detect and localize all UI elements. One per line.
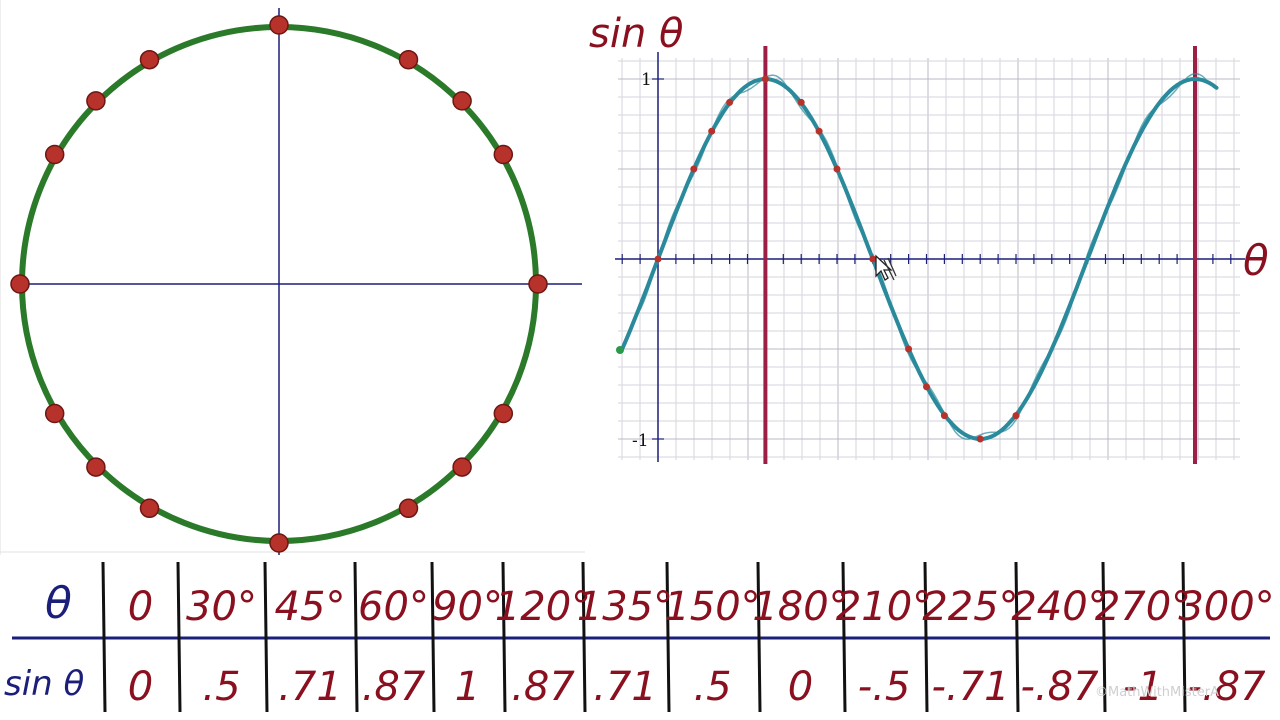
graph-point-0 xyxy=(654,255,662,263)
table-divider xyxy=(430,561,436,713)
table-row2-label: sin θ xyxy=(4,664,85,704)
graph-y-label: sin θ xyxy=(589,11,684,57)
table-header-cell: 120° xyxy=(495,584,591,630)
graph-point-30 xyxy=(690,165,698,173)
table-value-cell: 1 xyxy=(455,664,480,710)
table-header-cell: 180° xyxy=(752,584,848,630)
table-value-cell: 0 xyxy=(128,664,153,710)
unit-circle-diagram xyxy=(10,8,582,555)
table-divider xyxy=(353,561,359,713)
table-divider xyxy=(665,561,671,713)
graph-point-210 xyxy=(905,345,913,353)
table-header-cell: 240° xyxy=(1011,584,1107,630)
graph-point-270 xyxy=(976,435,984,443)
circle-point-60 xyxy=(398,49,419,70)
sine-graph: 1 -1 sin θ θ xyxy=(589,11,1269,464)
circle-point-90 xyxy=(269,15,289,35)
table-divider xyxy=(1014,561,1020,713)
table-header-cell: 60° xyxy=(358,584,429,630)
table-value-cell: -.5 xyxy=(858,664,911,710)
table-value-cell: .71 xyxy=(593,664,657,710)
table-header-cell: 270° xyxy=(1095,584,1191,630)
circle-point-150 xyxy=(44,144,65,165)
circle-point-330 xyxy=(493,403,514,424)
graph-point-225 xyxy=(923,383,930,391)
circle-points xyxy=(10,15,548,553)
table-value-cell: 0 xyxy=(788,664,813,710)
table-value-cell: .5 xyxy=(693,664,731,710)
circle-point-240 xyxy=(139,498,160,519)
table-header-cell: 150° xyxy=(664,584,760,630)
table-header-cell: 45° xyxy=(275,584,346,630)
graph-point-135 xyxy=(815,127,823,135)
graph-x-label: θ xyxy=(1243,236,1269,285)
circle-point-225 xyxy=(86,457,106,477)
table-header-cell: 30° xyxy=(186,584,257,630)
table-header-cells: 0 30° 45° 60° 90°120°135°150°180°210°225°240… xyxy=(128,584,1275,630)
circle-point-0 xyxy=(528,274,548,294)
table-header-cell: 300° xyxy=(1178,584,1274,630)
graph-point-300 xyxy=(1012,412,1020,420)
graph-point-60 xyxy=(726,98,734,106)
table-value-cell: -.87 xyxy=(1020,664,1099,710)
table-divider xyxy=(923,561,929,713)
circle-point-270 xyxy=(269,533,289,553)
table-value-cell: .87 xyxy=(511,664,575,710)
values-table: θ sin θ 0 30° 45° 60° 90°120°135°150°180°210… xyxy=(4,561,1275,713)
table-divider xyxy=(581,561,587,713)
table-header-cell: 135° xyxy=(577,584,673,630)
table-header-cell: 225° xyxy=(922,584,1018,630)
circle-point-45 xyxy=(452,91,472,111)
table-divider xyxy=(101,561,107,713)
table-column-dividers xyxy=(101,561,1187,713)
table-value-cell: .71 xyxy=(278,664,342,710)
table-divider xyxy=(756,561,762,713)
table-value-cell: -1 xyxy=(1123,664,1163,710)
graph-point-45 xyxy=(708,127,716,135)
circle-point-135 xyxy=(86,91,106,111)
table-header-cell: 90° xyxy=(432,584,503,630)
table-divider xyxy=(841,561,847,713)
graph-point-90 xyxy=(761,75,769,83)
circle-point-315 xyxy=(452,457,472,477)
table-value-cell: -.87 xyxy=(1187,664,1266,710)
circle-point-180 xyxy=(10,274,30,294)
graph-points xyxy=(654,75,1020,443)
table-divider xyxy=(501,561,507,713)
curve-start-dot xyxy=(616,346,624,354)
graph-point-180 xyxy=(869,255,877,263)
table-divider xyxy=(263,561,269,713)
table-header-cell: 0 xyxy=(128,584,153,630)
table-divider xyxy=(176,561,182,713)
table-value-cell: .5 xyxy=(202,664,240,710)
table-divider xyxy=(1101,561,1107,713)
circle-point-120 xyxy=(139,49,160,70)
table-header-cell: 210° xyxy=(836,584,932,630)
graph-point-150 xyxy=(833,165,841,173)
table-value-cell: .87 xyxy=(362,664,426,710)
circle-point-210 xyxy=(44,403,65,424)
table-row1-label: θ xyxy=(45,578,72,629)
watermark: ©MathWithMisterA xyxy=(1095,685,1219,700)
circle-point-30 xyxy=(493,144,514,165)
graph-point-120 xyxy=(797,98,805,106)
y-tick-1: 1 xyxy=(641,70,652,90)
cursor-icon xyxy=(875,254,897,281)
sine-curve-sketch-stroke xyxy=(639,72,1207,440)
marker-lines xyxy=(763,46,1197,464)
table-divider xyxy=(1181,561,1187,713)
circle-point-300 xyxy=(398,498,419,519)
table-value-cell: -.71 xyxy=(931,664,1009,710)
y-tick-minus-1: -1 xyxy=(632,431,649,451)
table-value-cells: 0.5.71.87 1.87.71.5 0 -.5 -.71 -.87 -1 -.87 xyxy=(128,664,1266,710)
graph-point-240 xyxy=(940,412,948,420)
